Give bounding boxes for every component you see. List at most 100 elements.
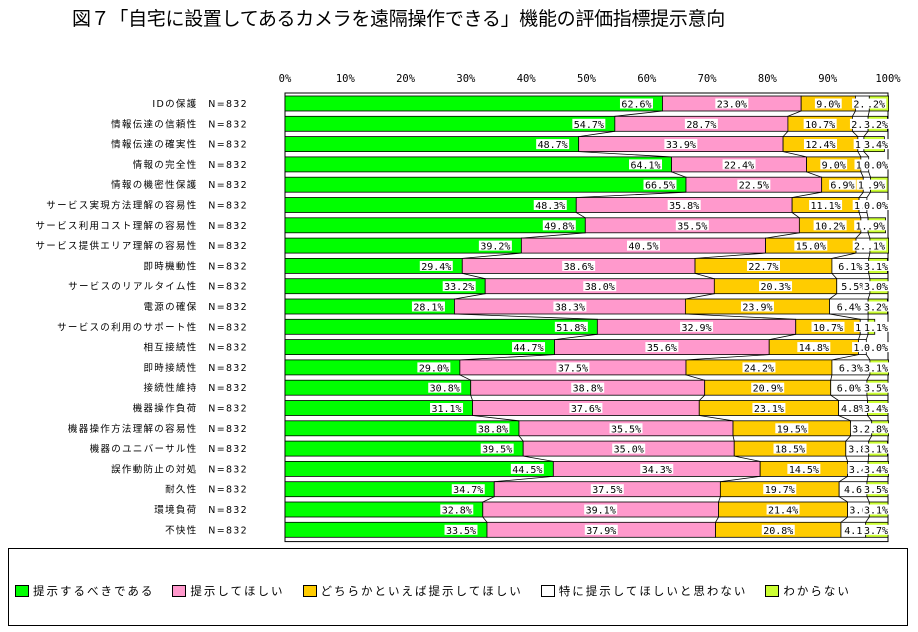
data-label-bg bbox=[839, 403, 867, 413]
data-label-bg bbox=[862, 301, 890, 312]
data-label-bg bbox=[865, 179, 887, 190]
series-connector bbox=[867, 293, 871, 300]
data-label: 29.4% bbox=[421, 262, 451, 273]
series-connector bbox=[576, 191, 687, 198]
series-connector bbox=[865, 334, 869, 340]
category-label: サービス利用コスト理解の容易性 N=832 bbox=[36, 220, 249, 232]
data-label-bg bbox=[862, 260, 890, 271]
series-connector bbox=[866, 496, 870, 503]
data-label: 31.1% bbox=[431, 404, 461, 415]
data-label: 3.5% bbox=[864, 485, 888, 496]
data-label: 37.5% bbox=[558, 363, 588, 374]
data-label-bg bbox=[584, 504, 618, 515]
data-label: 4.1 bbox=[844, 526, 862, 537]
series-connector bbox=[698, 394, 705, 401]
data-label: 9.0% bbox=[816, 100, 840, 111]
data-label: 6.4% bbox=[837, 303, 861, 314]
series-connector bbox=[782, 151, 807, 158]
data-label-bg bbox=[865, 98, 887, 109]
data-label: 3.2% bbox=[864, 120, 888, 131]
data-label-bg bbox=[612, 443, 646, 454]
bar-segment bbox=[284, 95, 663, 112]
legend-item: どちらかといえば提示してほしい bbox=[302, 583, 523, 599]
data-label: 1.3 bbox=[853, 343, 871, 354]
data-label-bg bbox=[775, 423, 809, 434]
data-label: 6.0% bbox=[837, 384, 861, 395]
legend-swatch bbox=[302, 585, 317, 597]
series-connector bbox=[830, 374, 833, 381]
legend-swatch bbox=[15, 585, 29, 597]
legend-label: どちらかといえば提示してほしい bbox=[320, 584, 523, 598]
legend-label: わからない bbox=[783, 584, 851, 598]
category-label: サービス実現方法理解の容易性 N=832 bbox=[46, 200, 248, 212]
data-label: 39.2% bbox=[480, 242, 510, 253]
data-label: 28.7% bbox=[686, 120, 716, 131]
series-connector bbox=[863, 131, 869, 137]
series-connector bbox=[685, 354, 770, 361]
data-label-bg bbox=[862, 200, 890, 210]
data-label-bg bbox=[609, 423, 643, 434]
data-label-bg bbox=[773, 443, 807, 454]
data-label-bg bbox=[680, 321, 714, 332]
data-label: 18.5% bbox=[775, 445, 805, 456]
category-label: 誤作動防止の対処 N=832 bbox=[111, 463, 248, 475]
data-label-bg bbox=[419, 260, 453, 271]
data-label: 3.1% bbox=[864, 262, 888, 273]
data-label-bg bbox=[843, 524, 864, 535]
data-label: 35.8% bbox=[669, 201, 699, 212]
data-label: 2.3 bbox=[853, 100, 871, 111]
data-label: 1.2 bbox=[855, 221, 873, 232]
data-label-bg bbox=[554, 321, 588, 332]
category-label: 不快性 N=832 bbox=[165, 524, 248, 536]
legend-label: 提示するべきである bbox=[33, 584, 155, 598]
data-label-bg bbox=[787, 463, 821, 474]
data-label-bg bbox=[590, 484, 624, 495]
data-label-bg bbox=[835, 382, 863, 393]
data-label: 48.7% bbox=[538, 140, 568, 151]
series-connector bbox=[831, 252, 857, 259]
data-label-bg bbox=[847, 463, 869, 474]
legend-label: 提示してほしい bbox=[190, 584, 285, 598]
category-label: 即時接続性 N=832 bbox=[144, 362, 249, 374]
series-connector bbox=[792, 191, 822, 198]
x-tick-label: 30% bbox=[456, 73, 476, 85]
data-label: 35.5% bbox=[677, 221, 707, 232]
data-label: 23.9% bbox=[742, 303, 772, 314]
data-label: 32.8% bbox=[442, 506, 472, 517]
data-label-bg bbox=[814, 98, 842, 109]
category-label: 耐久性 N=832 bbox=[165, 484, 248, 496]
series-connector bbox=[685, 374, 705, 381]
data-label: 0.0% bbox=[864, 343, 888, 354]
data-label: 20.3% bbox=[760, 282, 790, 293]
data-label: 23.1% bbox=[754, 404, 784, 415]
data-label-bg bbox=[478, 240, 512, 251]
series-connector bbox=[518, 435, 524, 442]
series-connector bbox=[494, 476, 554, 483]
data-label: 6.9% bbox=[830, 181, 854, 192]
x-tick-label: 20% bbox=[396, 73, 416, 85]
category-label: 機器操作負荷 N=832 bbox=[133, 403, 248, 415]
data-label: 2.8% bbox=[864, 424, 888, 435]
series-connector bbox=[462, 273, 486, 280]
data-label-bg bbox=[751, 382, 785, 393]
data-label-bg bbox=[862, 118, 890, 129]
series-connector bbox=[868, 273, 871, 279]
data-label-bg bbox=[512, 342, 546, 353]
series-connector bbox=[523, 455, 554, 462]
data-label: 15.0% bbox=[796, 242, 826, 253]
series-connector bbox=[838, 415, 851, 422]
data-label: 0.0% bbox=[864, 160, 888, 171]
legend-items: 提示するべきである 提示してほしい どちらかといえば提示してほしい 特に提示してほしい… bbox=[15, 583, 869, 599]
series-connector bbox=[831, 273, 838, 279]
data-label-bg bbox=[862, 524, 890, 535]
data-label-bg bbox=[542, 220, 576, 231]
data-label-bg bbox=[854, 220, 875, 231]
series-connector bbox=[521, 232, 586, 239]
x-tick-label: 40% bbox=[517, 73, 537, 85]
data-label: 21.4% bbox=[768, 506, 798, 517]
data-label-bg bbox=[862, 504, 890, 515]
series-connector bbox=[867, 110, 870, 117]
data-label-bg bbox=[852, 98, 873, 109]
series-connector bbox=[840, 516, 848, 523]
category-label: サービスの利用のサポート性 N=832 bbox=[57, 321, 248, 333]
